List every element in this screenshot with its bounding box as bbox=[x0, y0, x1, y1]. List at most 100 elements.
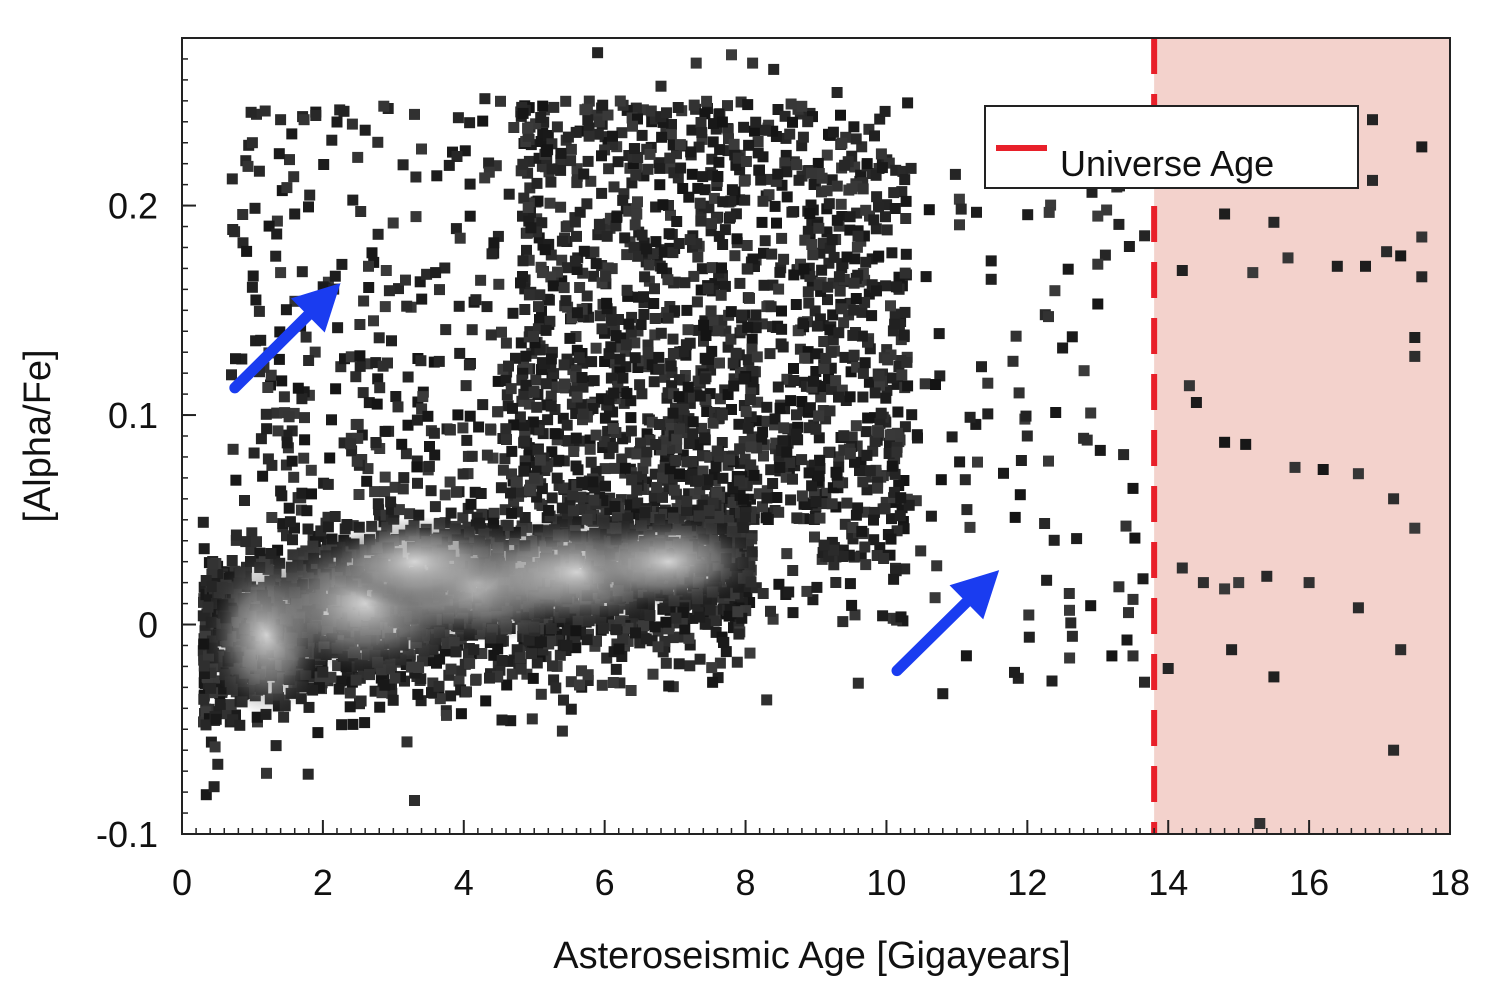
data-point bbox=[483, 166, 495, 178]
data-point bbox=[511, 506, 523, 518]
data-point bbox=[336, 258, 348, 270]
data-point bbox=[534, 344, 546, 356]
data-point bbox=[523, 289, 535, 301]
data-point bbox=[1303, 577, 1315, 589]
data-point bbox=[287, 534, 298, 546]
data-point bbox=[976, 361, 987, 373]
data-point bbox=[770, 175, 782, 187]
data-point bbox=[656, 131, 668, 143]
data-point bbox=[710, 626, 722, 638]
data-point bbox=[720, 646, 732, 658]
data-point bbox=[270, 250, 282, 262]
data-point bbox=[765, 464, 777, 476]
data-point bbox=[884, 437, 895, 449]
data-point bbox=[731, 233, 743, 245]
data-point bbox=[317, 666, 329, 678]
data-point bbox=[831, 469, 843, 481]
data-point bbox=[411, 455, 423, 467]
data-point bbox=[767, 125, 779, 137]
data-point bbox=[550, 682, 562, 694]
data-point bbox=[555, 147, 567, 159]
data-point bbox=[648, 376, 660, 388]
data-point bbox=[374, 509, 385, 521]
data-point bbox=[667, 247, 679, 259]
data-point bbox=[1352, 602, 1364, 614]
data-point bbox=[237, 209, 249, 220]
data-point bbox=[813, 470, 825, 482]
data-point bbox=[346, 118, 358, 130]
data-point bbox=[742, 354, 754, 366]
data-point bbox=[324, 452, 336, 464]
data-point bbox=[739, 511, 751, 523]
data-point bbox=[532, 195, 544, 207]
data-point bbox=[427, 677, 439, 689]
data-point bbox=[288, 471, 300, 483]
data-point bbox=[451, 151, 463, 162]
data-point bbox=[798, 263, 810, 275]
data-point bbox=[564, 332, 576, 344]
data-point bbox=[215, 683, 227, 695]
data-point bbox=[706, 262, 718, 274]
data-point bbox=[833, 476, 844, 488]
data-point bbox=[709, 407, 720, 418]
data-point bbox=[379, 679, 391, 691]
data-point bbox=[571, 176, 583, 188]
data-point bbox=[657, 116, 669, 128]
data-point bbox=[616, 127, 628, 139]
data-point bbox=[368, 315, 379, 327]
data-point bbox=[902, 380, 914, 392]
data-point bbox=[649, 313, 661, 324]
data-point bbox=[607, 441, 619, 453]
data-point bbox=[400, 448, 412, 460]
data-point bbox=[849, 161, 861, 173]
data-point bbox=[796, 100, 808, 112]
data-point bbox=[443, 669, 455, 681]
data-point bbox=[985, 255, 997, 267]
data-point bbox=[813, 168, 825, 179]
data-point bbox=[852, 269, 864, 281]
data-point bbox=[281, 530, 292, 542]
data-point bbox=[532, 323, 544, 335]
data-point bbox=[811, 581, 823, 593]
data-point bbox=[550, 381, 562, 393]
data-point bbox=[421, 268, 433, 280]
data-point bbox=[239, 495, 250, 506]
data-point bbox=[696, 127, 708, 139]
data-point bbox=[392, 401, 404, 413]
data-point bbox=[708, 118, 719, 130]
data-point bbox=[383, 285, 395, 297]
data-point bbox=[636, 229, 648, 241]
data-point bbox=[711, 487, 723, 499]
data-point bbox=[1219, 436, 1231, 448]
data-point bbox=[740, 605, 752, 617]
data-point bbox=[694, 483, 706, 495]
data-point bbox=[463, 359, 475, 371]
data-point bbox=[696, 133, 708, 145]
data-point bbox=[372, 498, 384, 510]
data-point bbox=[416, 403, 428, 415]
data-point bbox=[1416, 231, 1428, 243]
data-point bbox=[379, 425, 391, 437]
data-point bbox=[276, 375, 288, 387]
data-point bbox=[722, 145, 734, 157]
data-point bbox=[434, 653, 446, 665]
data-point bbox=[1190, 397, 1202, 408]
data-point bbox=[727, 497, 739, 508]
data-point bbox=[300, 331, 312, 343]
data-point bbox=[613, 643, 625, 655]
data-point bbox=[587, 476, 599, 488]
data-point bbox=[326, 134, 338, 146]
data-point bbox=[960, 650, 972, 662]
data-point bbox=[522, 167, 534, 179]
data-point bbox=[312, 531, 324, 543]
data-point bbox=[778, 253, 790, 265]
data-point bbox=[726, 49, 737, 61]
data-point bbox=[647, 668, 659, 680]
data-point bbox=[714, 357, 725, 369]
data-point bbox=[455, 708, 467, 720]
data-point bbox=[200, 789, 212, 801]
data-point bbox=[636, 388, 648, 400]
data-point bbox=[1127, 650, 1139, 662]
data-point bbox=[1409, 332, 1421, 343]
data-point bbox=[644, 434, 656, 446]
